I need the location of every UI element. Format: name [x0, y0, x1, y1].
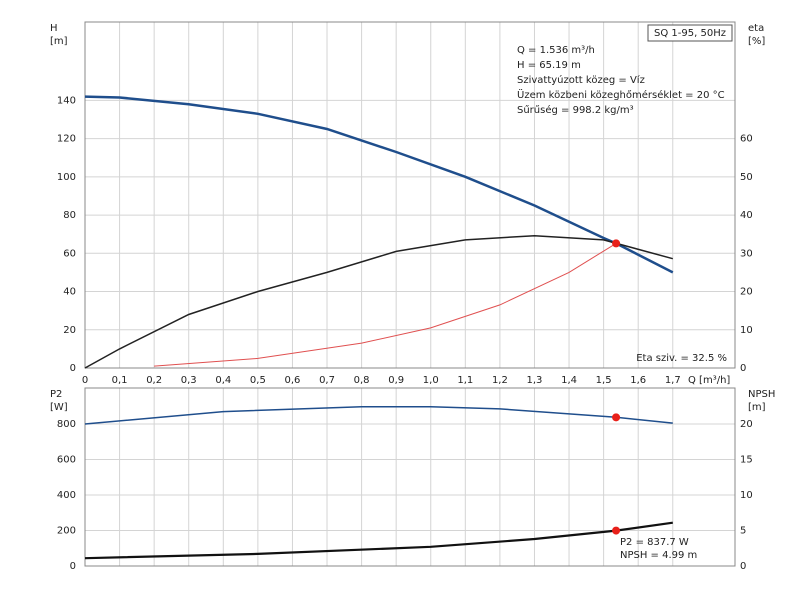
x-tick-label: 0 [82, 375, 88, 386]
x-tick-label: 1,3 [527, 375, 543, 386]
x-tick-label: 1,6 [630, 375, 646, 386]
y2-tick-label: 0 [740, 363, 746, 374]
y2-tick-label: 5 [740, 525, 746, 536]
x-tick-label: 0,8 [354, 375, 370, 386]
info-text: NPSH = 4.99 m [620, 550, 697, 561]
y2-tick-label: 0 [740, 561, 746, 572]
y-axis-label: H [50, 23, 58, 34]
y-tick-label: 60 [63, 248, 76, 259]
curve [84, 234, 673, 369]
y2-tick-label: 50 [740, 172, 753, 183]
x-tick-label: 0,1 [112, 375, 128, 386]
x-tick-label: 1,1 [457, 375, 473, 386]
plot-frame [84, 21, 736, 369]
operating-point [612, 526, 621, 535]
x-tick-label: 0,5 [250, 375, 266, 386]
info-text: Szivattyúzott közeg = Víz [517, 74, 645, 86]
info-text: H = 65.19 m [517, 60, 581, 71]
y-axis-label: P2 [50, 389, 62, 400]
x-tick-label: 0,2 [146, 375, 162, 386]
operating-point [612, 413, 621, 422]
x-tick-label: 0,9 [388, 375, 404, 386]
y2-axis-label: [%] [748, 36, 765, 47]
x-tick-label: 1,4 [561, 375, 577, 386]
y2-tick-label: 40 [740, 210, 753, 221]
x-axis-label: Q [m³/h] [688, 375, 730, 386]
y-tick-label: 200 [57, 526, 76, 537]
y-axis-label: [m] [50, 36, 68, 47]
x-tick-label: 1,2 [492, 375, 508, 386]
y-tick-label: 100 [57, 172, 76, 183]
x-tick-label: 1,7 [665, 375, 681, 386]
chart-title: SQ 1-95, 50Hz [654, 28, 726, 39]
y2-axis-label: [m] [748, 402, 766, 413]
info-text: P2 = 837.7 W [620, 537, 689, 548]
y-tick-label: 600 [57, 455, 76, 466]
info-text: Sűrűség = 998.2 kg/m³ [517, 104, 634, 116]
x-tick-label: 0,3 [181, 375, 197, 386]
y-tick-label: 0 [70, 363, 76, 374]
x-tick-label: 0,7 [319, 375, 335, 386]
x-tick-label: 0,6 [284, 375, 300, 386]
y-axis-label: [W] [50, 402, 68, 413]
y2-tick-label: 60 [740, 134, 753, 145]
curve [84, 95, 674, 274]
curve [84, 521, 673, 560]
y2-tick-label: 15 [740, 454, 753, 465]
plot-area [84, 21, 736, 369]
y2-axis-label: NPSH [748, 389, 775, 400]
plot-frame [84, 387, 736, 567]
y-tick-label: 20 [63, 325, 76, 336]
y-tick-label: 800 [57, 419, 76, 430]
title-box [647, 24, 733, 42]
y2-tick-label: 20 [740, 419, 753, 430]
info-text: Üzem közbeni közeghőmérséklet = 20 °C [517, 88, 725, 101]
y2-axis-label: eta [748, 23, 764, 34]
y-tick-label: 0 [70, 561, 76, 572]
y-tick-label: 40 [63, 287, 76, 298]
operating-point [612, 239, 621, 248]
y-tick-label: 140 [57, 95, 76, 106]
y2-tick-label: 10 [740, 325, 753, 336]
curve [154, 242, 617, 367]
y-tick-label: 400 [57, 490, 76, 501]
y2-tick-label: 30 [740, 248, 753, 259]
info-text: Q = 1.536 m³/h [517, 45, 595, 56]
x-tick-label: 0,4 [215, 375, 231, 386]
efficiency-note: Eta sziv. = 32.5 % [636, 353, 727, 364]
y-tick-label: 80 [63, 210, 76, 221]
x-tick-label: 1,0 [423, 375, 439, 386]
y2-tick-label: 20 [740, 287, 753, 298]
x-tick-label: 1,5 [596, 375, 612, 386]
y-tick-label: 120 [57, 134, 76, 145]
y2-tick-label: 10 [740, 490, 753, 501]
